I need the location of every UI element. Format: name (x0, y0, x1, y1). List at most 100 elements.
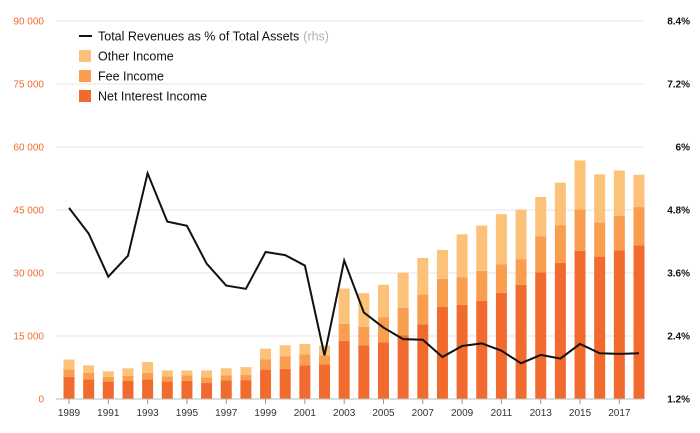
bar-fee-income (142, 372, 154, 380)
bar-net-interest-income (594, 256, 606, 399)
x-tick-label: 2001 (294, 408, 317, 419)
bar-other-income (201, 370, 213, 378)
bar-fee-income (358, 326, 370, 346)
y-axis-left: 0 15 000 30 000 45 000 60 000 75 000 90 000 (13, 17, 44, 406)
bar-net-interest-income (456, 304, 468, 399)
legend-label: Fee Income (98, 70, 164, 84)
x-tick-label: 2005 (372, 408, 395, 419)
bar-other-income (417, 257, 429, 295)
bar-other-income (279, 345, 291, 357)
bar-net-interest-income (515, 284, 527, 399)
bar-fee-income (122, 375, 134, 381)
bar-fee-income (260, 359, 272, 370)
bar-net-interest-income (260, 369, 272, 399)
bar-fee-income (319, 355, 331, 365)
y-right-tick-label: 6% (676, 143, 691, 154)
bar-fee-income (240, 374, 252, 381)
bar-fee-income (161, 376, 173, 382)
y-right-tick-label: 4.8% (667, 206, 690, 217)
bar-other-income (613, 170, 625, 216)
bar-other-income (220, 368, 232, 376)
y-left-tick-label: 60 000 (13, 143, 44, 154)
x-tick-label: 1989 (58, 408, 81, 419)
bar-net-interest-income (102, 381, 114, 399)
bar-fee-income (476, 270, 488, 301)
bar-other-income (122, 368, 134, 376)
bar-net-interest-income (633, 245, 645, 399)
bar-net-interest-income (142, 379, 154, 399)
bar-other-income (594, 174, 606, 223)
bar-net-interest-income (220, 380, 232, 399)
bar-fee-income (201, 377, 213, 384)
bar-other-income (240, 367, 252, 375)
bar-other-income (436, 249, 448, 279)
bar-fee-income (535, 236, 547, 273)
bar-other-income (102, 371, 114, 377)
bar-net-interest-income (397, 335, 409, 399)
bar-other-income (397, 272, 409, 308)
y-left-tick-label: 45 000 (13, 206, 44, 217)
bar-fee-income (181, 375, 193, 381)
x-tick-label: 1997 (215, 408, 238, 419)
bar-other-income (456, 234, 468, 278)
bar-net-interest-income (279, 368, 291, 399)
bar-net-interest-income (299, 365, 311, 399)
y-right-tick-label: 1.2% (667, 395, 690, 406)
y-left-tick-label: 0 (38, 395, 44, 406)
bar-fee-income (83, 372, 95, 380)
y-right-tick-label: 3.6% (667, 269, 690, 280)
x-tick-label: 1999 (254, 408, 277, 419)
bar-other-income (161, 370, 173, 377)
bar-fee-income (338, 323, 350, 342)
bar-other-income (299, 343, 311, 355)
x-tick-label: 1995 (176, 408, 199, 419)
bar-net-interest-income (201, 383, 213, 399)
legend-swatch-box (79, 90, 91, 102)
bar-fee-income (456, 277, 468, 305)
legend-label: Total Revenues as % of Total Assets (rhs) (98, 30, 329, 44)
x-tick-label: 2011 (491, 408, 513, 419)
bar-net-interest-income (240, 380, 252, 399)
bar-net-interest-income (495, 292, 507, 399)
bar-other-income (377, 284, 389, 318)
line-total-revenues-pct-assets (68, 170, 640, 365)
bar-net-interest-income (358, 345, 370, 399)
bar-fee-income (417, 294, 429, 325)
legend: Total Revenues as % of Total Assets (rhs)… (79, 30, 329, 104)
bar-fee-income (377, 317, 389, 343)
bar-other-income (495, 214, 507, 265)
x-tick-label: 1993 (136, 408, 159, 419)
y-right-tick-label: 8.4% (667, 17, 690, 28)
y-left-tick-label: 15 000 (13, 332, 44, 343)
bar-fee-income (102, 376, 114, 382)
legend-label-note: (rhs) (303, 30, 329, 44)
x-tick-label: 2017 (608, 408, 631, 419)
bar-net-interest-income (122, 380, 134, 399)
bar-fee-income (220, 375, 232, 381)
legend-label-text: Net Interest Income (98, 90, 207, 104)
x-tick-label: 2013 (530, 408, 553, 419)
bar-net-interest-income (338, 341, 350, 399)
x-tick-label: 2003 (333, 408, 356, 419)
bar-fee-income (554, 225, 566, 263)
bar-net-interest-income (476, 300, 488, 399)
line-series (68, 170, 640, 365)
bar-fee-income (299, 354, 311, 366)
y-left-tick-label: 75 000 (13, 80, 44, 91)
bar-other-income (476, 225, 488, 271)
legend-label-text: Other Income (98, 50, 174, 64)
bar-other-income (63, 359, 75, 370)
bar-fee-income (613, 215, 625, 251)
bar-other-income (574, 160, 586, 210)
bar-series (63, 160, 645, 399)
x-axis: 1989 1991 1993 1995 1997 1999 2001 2003 2005 2007… (56, 398, 643, 419)
bar-fee-income (495, 264, 507, 293)
bar-net-interest-income (417, 324, 429, 399)
x-tick-label: 2007 (412, 408, 435, 419)
bar-net-interest-income (63, 376, 75, 399)
bar-fee-income (633, 207, 645, 246)
bar-net-interest-income (574, 250, 586, 399)
y-axis-right: 1.2% 2.4% 3.6% 4.8% 6% 7.2% 8.4% (667, 17, 690, 406)
bar-net-interest-income (436, 307, 448, 399)
